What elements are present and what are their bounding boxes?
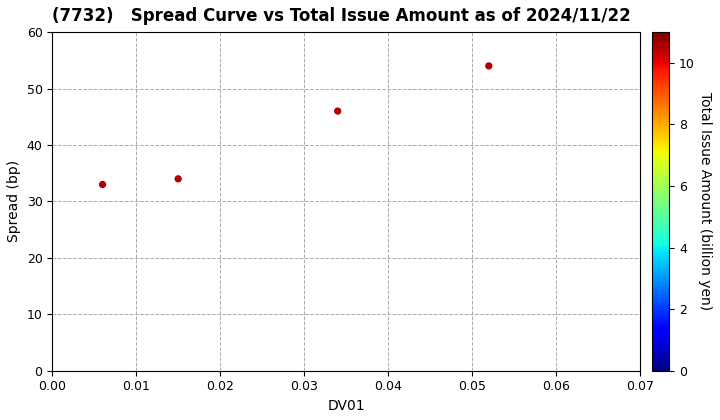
X-axis label: DV01: DV01 — [328, 399, 365, 413]
Point — [96, 181, 108, 188]
Point — [172, 176, 184, 182]
Y-axis label: Spread (bp): Spread (bp) — [7, 160, 21, 242]
Point — [332, 108, 343, 115]
Point — [483, 63, 495, 69]
Y-axis label: Total Issue Amount (billion yen): Total Issue Amount (billion yen) — [698, 92, 711, 310]
Text: (7732)   Spread Curve vs Total Issue Amount as of 2024/11/22: (7732) Spread Curve vs Total Issue Amoun… — [53, 7, 631, 25]
